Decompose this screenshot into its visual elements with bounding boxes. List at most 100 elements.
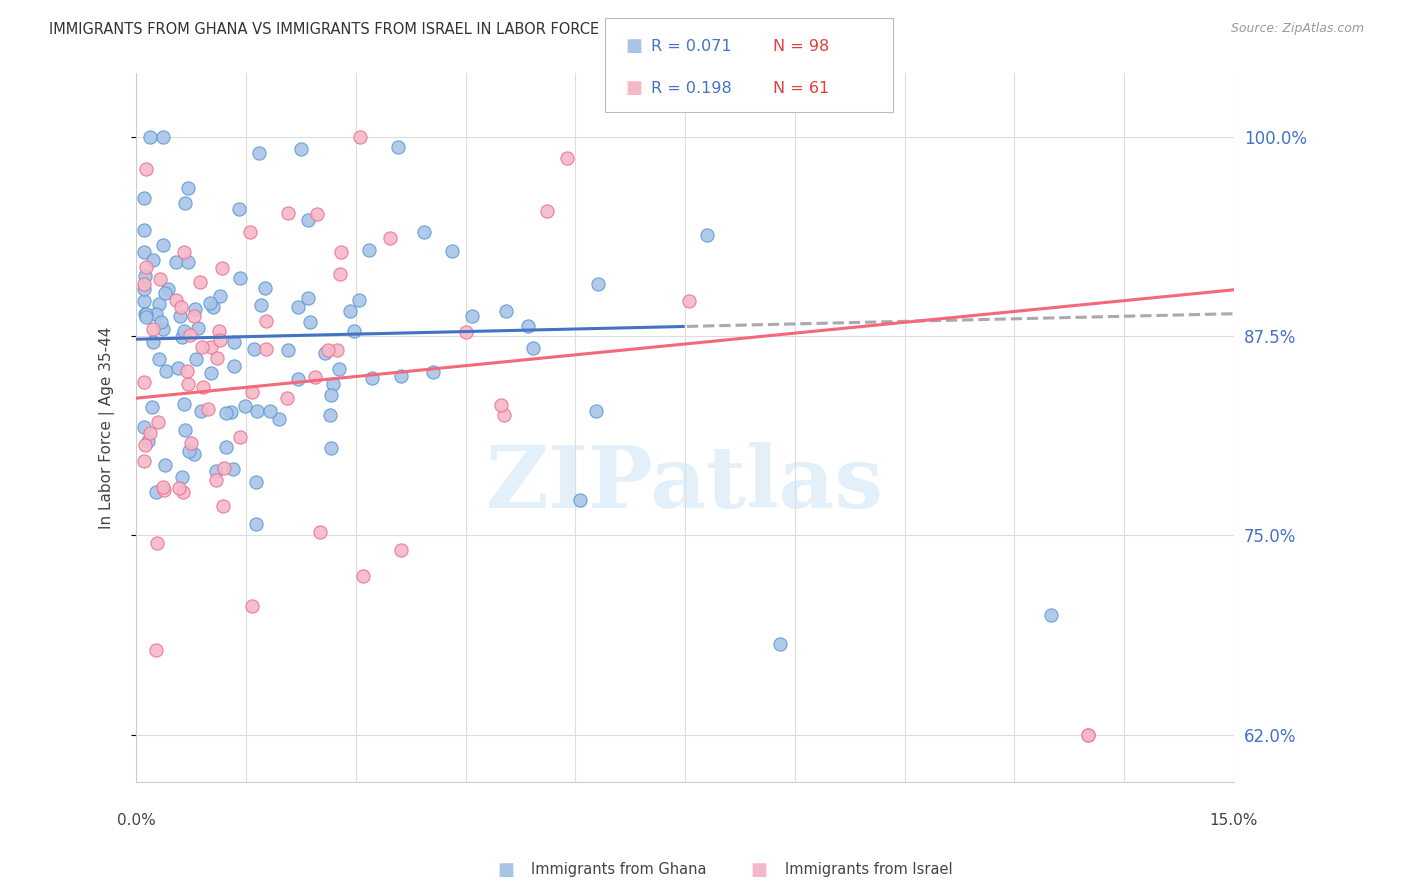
- Point: [555, 151, 578, 165]
- Point: [155, 364, 177, 378]
- Point: [208, 324, 231, 338]
- Point: [135, 310, 157, 324]
- Point: [197, 401, 219, 416]
- Point: [177, 254, 200, 268]
- Point: [141, 400, 163, 414]
- Point: [360, 371, 382, 385]
- Text: N = 61: N = 61: [773, 81, 830, 96]
- Text: R = 0.198: R = 0.198: [651, 81, 731, 96]
- Text: 0.0%: 0.0%: [117, 813, 156, 828]
- Point: [246, 403, 269, 417]
- Point: [569, 493, 592, 508]
- Point: [183, 310, 205, 324]
- Point: [134, 269, 156, 284]
- Point: [132, 223, 155, 237]
- Text: ■: ■: [626, 79, 643, 97]
- Point: [170, 330, 193, 344]
- Point: [173, 244, 195, 259]
- Point: [228, 202, 250, 216]
- Point: [179, 444, 201, 458]
- Point: [176, 364, 198, 378]
- Point: [343, 324, 366, 338]
- Point: [319, 408, 342, 422]
- Point: [696, 228, 718, 243]
- Point: [145, 642, 167, 657]
- Point: [229, 271, 252, 285]
- Text: Immigrants from Israel: Immigrants from Israel: [785, 863, 952, 877]
- Point: [329, 267, 352, 281]
- Point: [176, 376, 198, 391]
- Point: [243, 342, 266, 356]
- Point: [132, 282, 155, 296]
- Point: [152, 322, 174, 336]
- Point: [183, 301, 205, 316]
- Text: ■: ■: [751, 861, 768, 879]
- Point: [461, 309, 484, 323]
- Point: [156, 282, 179, 296]
- Point: [172, 485, 194, 500]
- Point: [205, 473, 228, 487]
- Point: [347, 293, 370, 307]
- Point: [287, 372, 309, 386]
- Point: [198, 296, 221, 310]
- Text: Immigrants from Ghana: Immigrants from Ghana: [531, 863, 707, 877]
- Point: [389, 542, 412, 557]
- Point: [135, 307, 157, 321]
- Point: [221, 404, 243, 418]
- Point: [215, 440, 238, 454]
- Point: [191, 340, 214, 354]
- Point: [516, 319, 538, 334]
- Point: [138, 129, 160, 144]
- Point: [245, 516, 267, 531]
- Point: [330, 245, 353, 260]
- Point: [200, 366, 222, 380]
- Text: Source: ZipAtlas.com: Source: ZipAtlas.com: [1230, 22, 1364, 36]
- Point: [769, 637, 792, 651]
- Point: [215, 406, 238, 420]
- Point: [287, 300, 309, 314]
- Point: [132, 420, 155, 434]
- Point: [319, 387, 342, 401]
- Point: [153, 483, 176, 498]
- Point: [165, 254, 187, 268]
- Point: [170, 470, 193, 484]
- Point: [138, 434, 160, 448]
- Point: [148, 352, 170, 367]
- Point: [180, 436, 202, 450]
- Point: [1077, 727, 1099, 741]
- Point: [290, 143, 312, 157]
- Point: [224, 359, 246, 373]
- Point: [142, 334, 165, 349]
- Point: [149, 315, 172, 329]
- Point: [188, 275, 211, 289]
- Point: [297, 212, 319, 227]
- Point: [298, 315, 321, 329]
- Point: [187, 321, 209, 335]
- Point: [173, 397, 195, 411]
- Point: [135, 161, 157, 176]
- Text: ■: ■: [626, 37, 643, 55]
- Point: [326, 343, 349, 357]
- Text: ZIPatlas: ZIPatlas: [486, 442, 884, 526]
- Point: [211, 261, 233, 276]
- Point: [169, 309, 191, 323]
- Point: [167, 481, 190, 495]
- Point: [422, 366, 444, 380]
- Point: [678, 294, 700, 309]
- Point: [132, 454, 155, 468]
- Point: [276, 391, 298, 405]
- Point: [173, 324, 195, 338]
- Point: [191, 380, 214, 394]
- Point: [585, 403, 607, 417]
- Text: 15.0%: 15.0%: [1209, 813, 1258, 828]
- Point: [489, 398, 512, 412]
- Point: [277, 343, 299, 358]
- Point: [322, 376, 344, 391]
- Point: [269, 412, 291, 426]
- Point: [378, 231, 401, 245]
- Point: [211, 500, 233, 514]
- Point: [205, 464, 228, 478]
- Point: [165, 293, 187, 307]
- Point: [245, 475, 267, 489]
- Point: [328, 362, 350, 376]
